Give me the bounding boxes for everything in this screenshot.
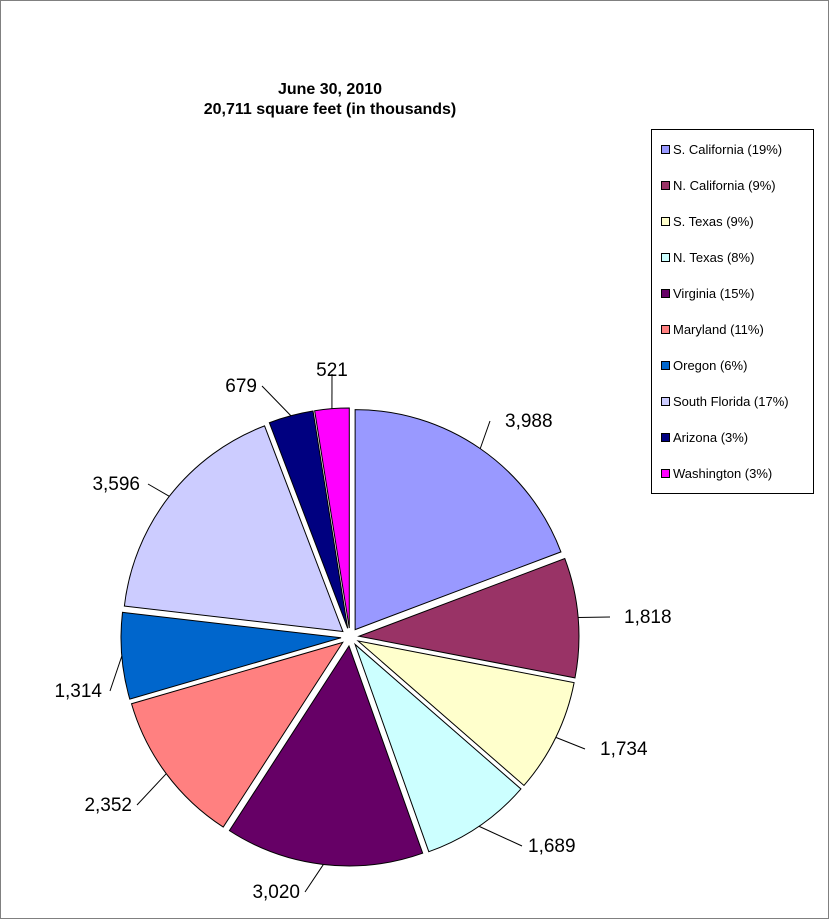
legend-item-n-texas: N. Texas (8%) [661,249,754,265]
legend-item-washington: Washington (3%) [661,465,772,481]
legend-label: Virginia (15%) [673,285,755,301]
legend-label: N. Texas (8%) [673,249,755,265]
data-label-south-florida: 3,596 [92,474,140,495]
leader-line-oregon [109,655,123,692]
legend-label: S. California (19%) [673,141,783,157]
leader-line-south-florida [147,483,170,497]
legend-label: Arizona (3%) [673,429,749,445]
data-label-s-texas: 1,734 [600,739,648,760]
legend-swatch [661,144,670,154]
data-label-arizona: 679 [225,376,257,397]
legend-label: South Florida (17%) [673,393,789,409]
legend-item-s-texas: S. Texas (9%) [661,213,754,229]
legend-item-maryland: Maryland (11%) [661,321,764,337]
data-label-s-california: 3,988 [505,411,553,432]
data-label-oregon: 1,314 [54,681,102,702]
data-label-n-california: 1,818 [624,607,672,628]
legend-swatch [661,252,670,262]
data-label-maryland: 2,352 [84,795,132,816]
legend-swatch [661,432,670,442]
legend-swatch [661,360,670,370]
leader-line-s-california [479,420,491,449]
pie-slice-south-florida [123,425,344,633]
legend-label: S. Texas (9%) [673,213,754,229]
chart-legend: S. California (19%) N. California (9%) S. … [651,129,814,494]
legend-item-n-california: N. California (9%) [661,177,776,193]
leader-line-virginia [304,864,324,893]
pie-slice-virginia [228,644,424,867]
chart-title: June 30, 2010 [277,81,383,98]
legend-item-oregon: Oregon (6%) [661,357,747,373]
leader-line-n-texas [478,825,523,847]
legend-item-virginia: Virginia (15%) [661,285,754,301]
leader-line-s-texas [555,736,586,750]
legend-item-s-california: S. California (19%) [661,141,782,157]
pie-slice-maryland [130,641,344,828]
chart-subtitle: 20,711 square feet (in thousands) [203,101,457,118]
legend-swatch [661,180,670,190]
legend-swatch [661,216,670,226]
legend-swatch [661,468,670,478]
leader-line-arizona [261,385,292,417]
legend-label: Washington (3%) [673,465,773,481]
leader-line-n-california [578,616,611,619]
data-label-n-texas: 1,689 [528,836,576,857]
legend-label: N. California (9%) [673,177,776,193]
leader-line-maryland [136,773,167,806]
legend-label: Oregon (6%) [673,357,748,373]
legend-swatch [661,396,670,406]
data-label-virginia: 3,020 [252,882,300,903]
legend-item-arizona: Arizona (3%) [661,429,748,445]
legend-item-south-florida: South Florida (17%) [661,393,789,409]
data-label-washington: 521 [316,360,348,381]
legend-swatch [661,324,670,334]
legend-label: Maryland (11%) [673,321,764,337]
legend-swatch [661,288,670,298]
